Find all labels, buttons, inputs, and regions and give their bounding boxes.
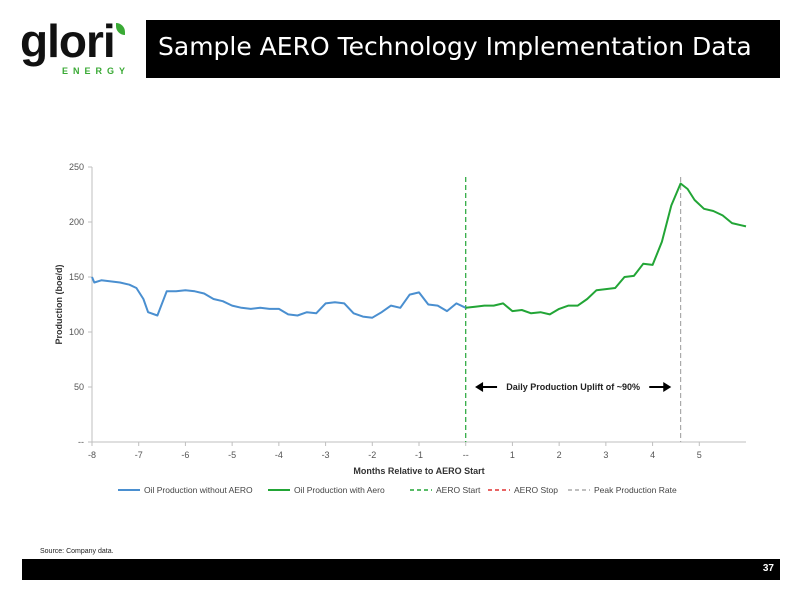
legend-label: Peak Production Rate xyxy=(594,485,677,495)
legend-label: AERO Stop xyxy=(514,485,558,495)
legend-label: Oil Production with Aero xyxy=(294,485,385,495)
x-tick-label: -3 xyxy=(322,450,330,460)
x-tick-label: 4 xyxy=(650,450,655,460)
x-tick-label: -6 xyxy=(181,450,189,460)
title-bar: Sample AERO Technology Implementation Da… xyxy=(146,20,780,78)
x-axis-label: Months Relative to AERO Start xyxy=(353,466,484,476)
source-note: Source: Company data. xyxy=(40,548,114,555)
y-tick-label: 150 xyxy=(69,272,84,282)
legend-label: Oil Production without AERO xyxy=(144,485,253,495)
y-tick-label: -- xyxy=(78,437,84,447)
legend-label: AERO Start xyxy=(436,485,481,495)
glori-energy-logo: glori ENERGY xyxy=(20,16,131,78)
right-arrow-icon xyxy=(663,382,672,392)
x-tick-label: -2 xyxy=(368,450,376,460)
x-tick-label: 5 xyxy=(697,450,702,460)
production-chart: -- 50 100 150 200 250 -8 -7 -6 -5 -4 -3 -2 -1 -- 1 2 3 4 5 M… xyxy=(40,155,760,515)
leaf-icon xyxy=(116,23,125,35)
left-arrow-icon xyxy=(475,382,484,392)
x-tick-label: -- xyxy=(463,450,469,460)
x-tick-label: -1 xyxy=(415,450,423,460)
x-tick-label: 2 xyxy=(557,450,562,460)
logo-subtitle: ENERGY xyxy=(62,66,131,76)
footer-bar: 37 xyxy=(22,559,780,580)
x-tick-label: -8 xyxy=(88,450,96,460)
x-tick-label: 1 xyxy=(510,450,515,460)
x-tick-label: -7 xyxy=(135,450,143,460)
x-tick-label: -4 xyxy=(275,450,283,460)
y-axis-label: Production (boe/d) xyxy=(54,265,64,345)
y-tick-label: 50 xyxy=(74,382,84,392)
chart-svg: -- 50 100 150 200 250 -8 -7 -6 -5 -4 -3 -2 -1 -- 1 2 3 4 5 M… xyxy=(54,162,747,495)
page-title: Sample AERO Technology Implementation Da… xyxy=(158,32,752,61)
page-number: 37 xyxy=(762,563,774,574)
series-without-aero-line xyxy=(91,276,467,319)
y-tick-label: 200 xyxy=(69,217,84,227)
x-tick-label: -5 xyxy=(228,450,236,460)
y-tick-label: 100 xyxy=(69,327,84,337)
series-with-aero-line xyxy=(465,182,747,316)
logo-word: glori xyxy=(20,15,116,67)
x-tick-label: 3 xyxy=(603,450,608,460)
annotation-text: Daily Production Uplift of ~90% xyxy=(506,382,640,392)
y-tick-label: 250 xyxy=(69,162,84,172)
